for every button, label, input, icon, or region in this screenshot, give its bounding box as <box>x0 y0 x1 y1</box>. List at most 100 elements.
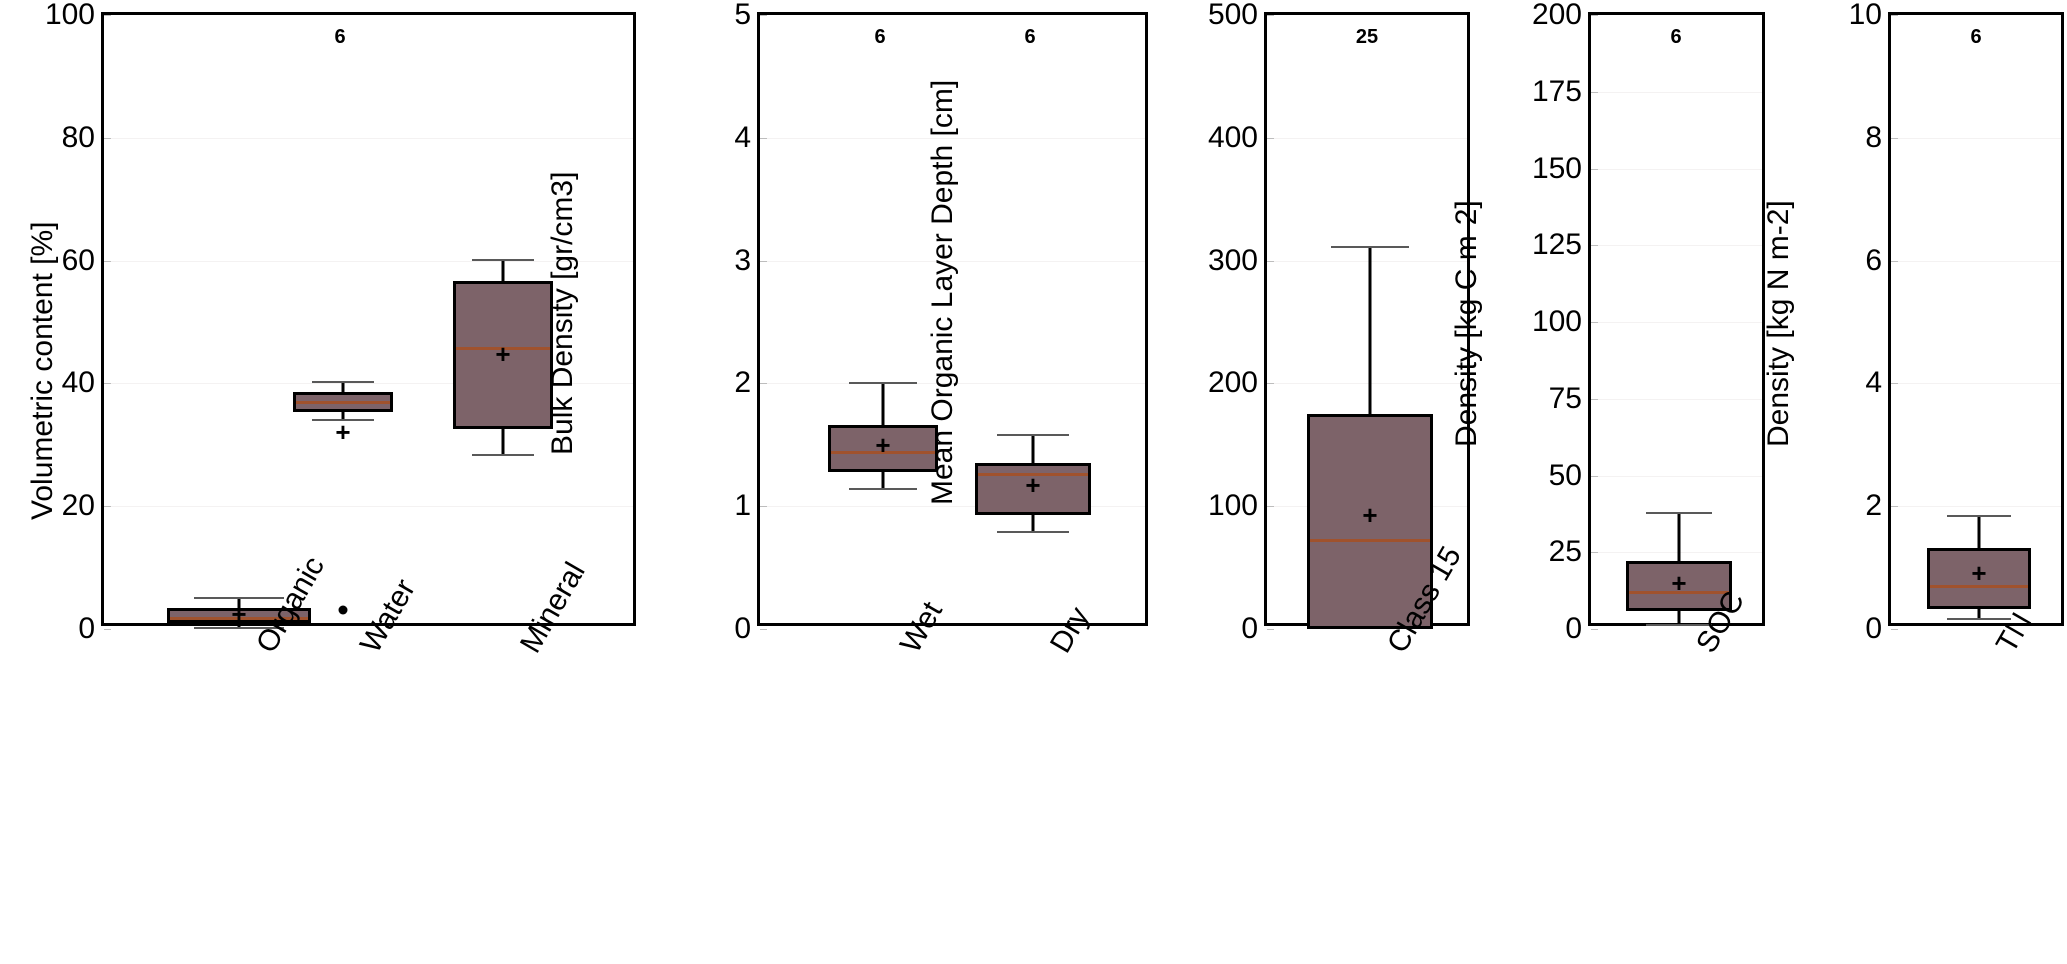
panel-organic-layer-depth-ytick-label: 300 <box>1207 243 1258 277</box>
panel-tn-density-y-axis-label: Density [kg N m-2] <box>1762 200 1795 447</box>
panel-soc-density-ytick-label: 175 <box>1531 74 1582 108</box>
panel-volumetric-content-gridline <box>104 260 633 262</box>
panel-bulk-density-ytick-label: 2 <box>734 366 751 400</box>
panel-tn-density-count-label: 6 <box>1970 26 1982 48</box>
panel-soc-density-tickmark <box>1591 15 1598 16</box>
panel-tn-density-mean-marker: + <box>1971 557 1987 588</box>
panel-volumetric-content-whisker-upper <box>237 597 241 608</box>
panel-bulk-density-mean-marker: + <box>1025 470 1041 501</box>
panel-volumetric-content-whisker-lower <box>237 622 241 628</box>
panel-organic-layer-depth-tickmark <box>1267 15 1274 16</box>
panel-volumetric-content-whisker-lower <box>501 429 505 454</box>
panel-organic-layer-depth-median-line <box>1310 539 1430 543</box>
panel-tn-density-whisker-cap-upper <box>1947 515 2011 518</box>
panel-tn-density-tickmark <box>1891 629 1898 630</box>
panel-volumetric-content-outlier-point <box>338 605 348 615</box>
panel-soc-density-gridline <box>1591 552 1762 554</box>
panel-organic-layer-depth-ytick-label: 200 <box>1207 366 1258 400</box>
panel-volumetric-content-mean-marker: + <box>335 416 351 447</box>
panel-organic-layer-depth-whisker-upper <box>1368 245 1372 415</box>
panel-organic-layer-depth-box-class-15 <box>1307 414 1433 629</box>
panel-soc-density-tickmark <box>1591 398 1598 400</box>
panel-bulk-density-gridline <box>760 506 1145 508</box>
panel-soc-density-gridline <box>1591 322 1762 323</box>
panel-bulk-density-ytick-label: 4 <box>734 120 751 154</box>
panel-organic-layer-depth-mean-marker: + <box>1362 499 1378 530</box>
panel-bulk-density-ytick-label: 5 <box>734 0 751 31</box>
panel-volumetric-content-whisker-lower <box>341 411 345 419</box>
panel-soc-density-tickmark <box>1591 629 1598 630</box>
panel-volumetric-content-median-line <box>296 400 390 404</box>
panel-organic-layer-depth-tickmark <box>1267 260 1274 262</box>
panel-bulk-density-tickmark <box>760 137 767 139</box>
panel-tn-density-whisker-cap-lower <box>1947 617 2011 620</box>
panel-organic-layer-depth-ytick-label: 400 <box>1207 120 1258 154</box>
panel-tn-density-tickmark <box>1891 15 1898 16</box>
panel-tn-density-ytick-label: 0 <box>1865 612 1882 645</box>
panel-bulk-density-tickmark <box>760 383 767 385</box>
panel-tn-density-gridline <box>1891 506 2061 508</box>
panel-bulk-density-tickmark <box>760 629 767 630</box>
panel-tn-density-gridline <box>1891 137 2061 139</box>
panel-organic-layer-depth-whisker-cap-upper <box>1331 245 1409 248</box>
panel-soc-density-ytick-label: 150 <box>1531 151 1582 185</box>
panel-tn-density-gridline <box>1891 260 2061 262</box>
panel-bulk-density-gridline <box>760 383 1145 385</box>
panel-soc-density-ytick-label: 25 <box>1548 535 1582 569</box>
panel-soc-density-whisker-cap-upper <box>1646 512 1712 515</box>
panel-bulk-density-box-wet <box>828 425 938 472</box>
panel-organic-layer-depth-ytick-label: 100 <box>1207 489 1258 523</box>
panel-soc-density-ytick-label: 125 <box>1531 228 1582 262</box>
panel-volumetric-content-tickmark <box>104 260 111 262</box>
panel-bulk-density-tickmark <box>760 15 767 16</box>
panel-volumetric-content-y-axis-label: Volumetric content [%] <box>26 221 59 520</box>
panel-volumetric-content-whisker-cap-lower <box>312 419 374 421</box>
panel-soc-density-ytick-label: 100 <box>1531 305 1582 338</box>
panel-tn-density-plot-area: 0 2 4 6 8 10 + <box>1849 0 2064 644</box>
panel-soc-density-tickmark <box>1591 322 1598 323</box>
panel-bulk-density-whisker-cap-lower <box>997 530 1069 533</box>
panel-volumetric-content-mean-marker: + <box>495 338 511 369</box>
panel-bulk-density-whisker-upper <box>1031 433 1035 464</box>
panel-bulk-density-ytick-label: 0 <box>734 612 751 645</box>
panel-tn-density-ytick-label: 10 <box>1848 0 1882 31</box>
panel-bulk-density-ytick-label: 3 <box>734 243 751 277</box>
panel-organic-layer-depth-ytick-label: 0 <box>1241 612 1258 645</box>
panel-bulk-density-count-label: 6 <box>874 26 886 48</box>
panel-volumetric-content-tickmark <box>104 383 111 385</box>
panel-bulk-density-box-dry <box>975 463 1091 515</box>
panel-soc-density-ytick-label: 75 <box>1548 381 1582 415</box>
panel-volumetric-content-median-line <box>170 617 308 621</box>
panel-organic-layer-depth-tickmark <box>1267 383 1274 385</box>
panel-volumetric-content-tickmark <box>104 15 111 16</box>
panel-tn-density-gridline <box>1891 383 2061 385</box>
panel-bulk-density-median-line <box>978 473 1088 477</box>
panel-tn-density-whisker-upper <box>1977 515 1981 548</box>
panel-soc-density-ytick-label: 200 <box>1531 0 1582 31</box>
panel-bulk-density-whisker-lower <box>1031 514 1035 531</box>
panel-soc-density-gridline <box>1591 168 1762 170</box>
panel-organic-layer-depth-count-label: 25 <box>1355 26 1379 48</box>
panel-soc-density-whisker-cap-lower <box>1646 624 1712 627</box>
panel-organic-layer-depth-y-axis-label: Mean Organic Layer Depth [cm] <box>926 79 959 505</box>
panel-soc-density-gridline <box>1591 245 1762 247</box>
panel-tn-density-tickmark <box>1891 137 1898 139</box>
panel-bulk-density-whisker-cap-upper <box>997 433 1069 436</box>
panel-tn-density-tickmark <box>1891 506 1898 508</box>
panel-soc-density-y-axis-label: Density [kg C m-2] <box>1450 200 1483 447</box>
panel-volumetric-content-count-label: 6 <box>334 26 346 48</box>
panel-volumetric-content-tickmark <box>104 137 111 139</box>
panel-organic-layer-depth-gridline <box>1267 383 1467 385</box>
panel-volumetric-content-whisker-upper <box>501 258 505 282</box>
panel-volumetric-content-whisker-cap-lower <box>472 454 534 456</box>
panel-bulk-density-plot-area: 0 1 2 3 4 5 + + <box>734 0 1148 644</box>
panel-volumetric-content-whisker-cap-lower <box>194 627 284 630</box>
panel-volumetric-content-gridline <box>104 506 633 508</box>
panel-soc-density-gridline <box>1591 475 1762 477</box>
panel-organic-layer-depth-gridline <box>1267 260 1467 262</box>
panel-volumetric-content-ytick-label: 60 <box>61 243 95 277</box>
panel-volumetric-content-ytick-label: 40 <box>61 366 95 400</box>
panel-bulk-density-median-line <box>831 450 935 454</box>
panel-soc-density-tickmark <box>1591 552 1598 554</box>
panel-volumetric-content-whisker-cap-upper <box>194 597 284 600</box>
